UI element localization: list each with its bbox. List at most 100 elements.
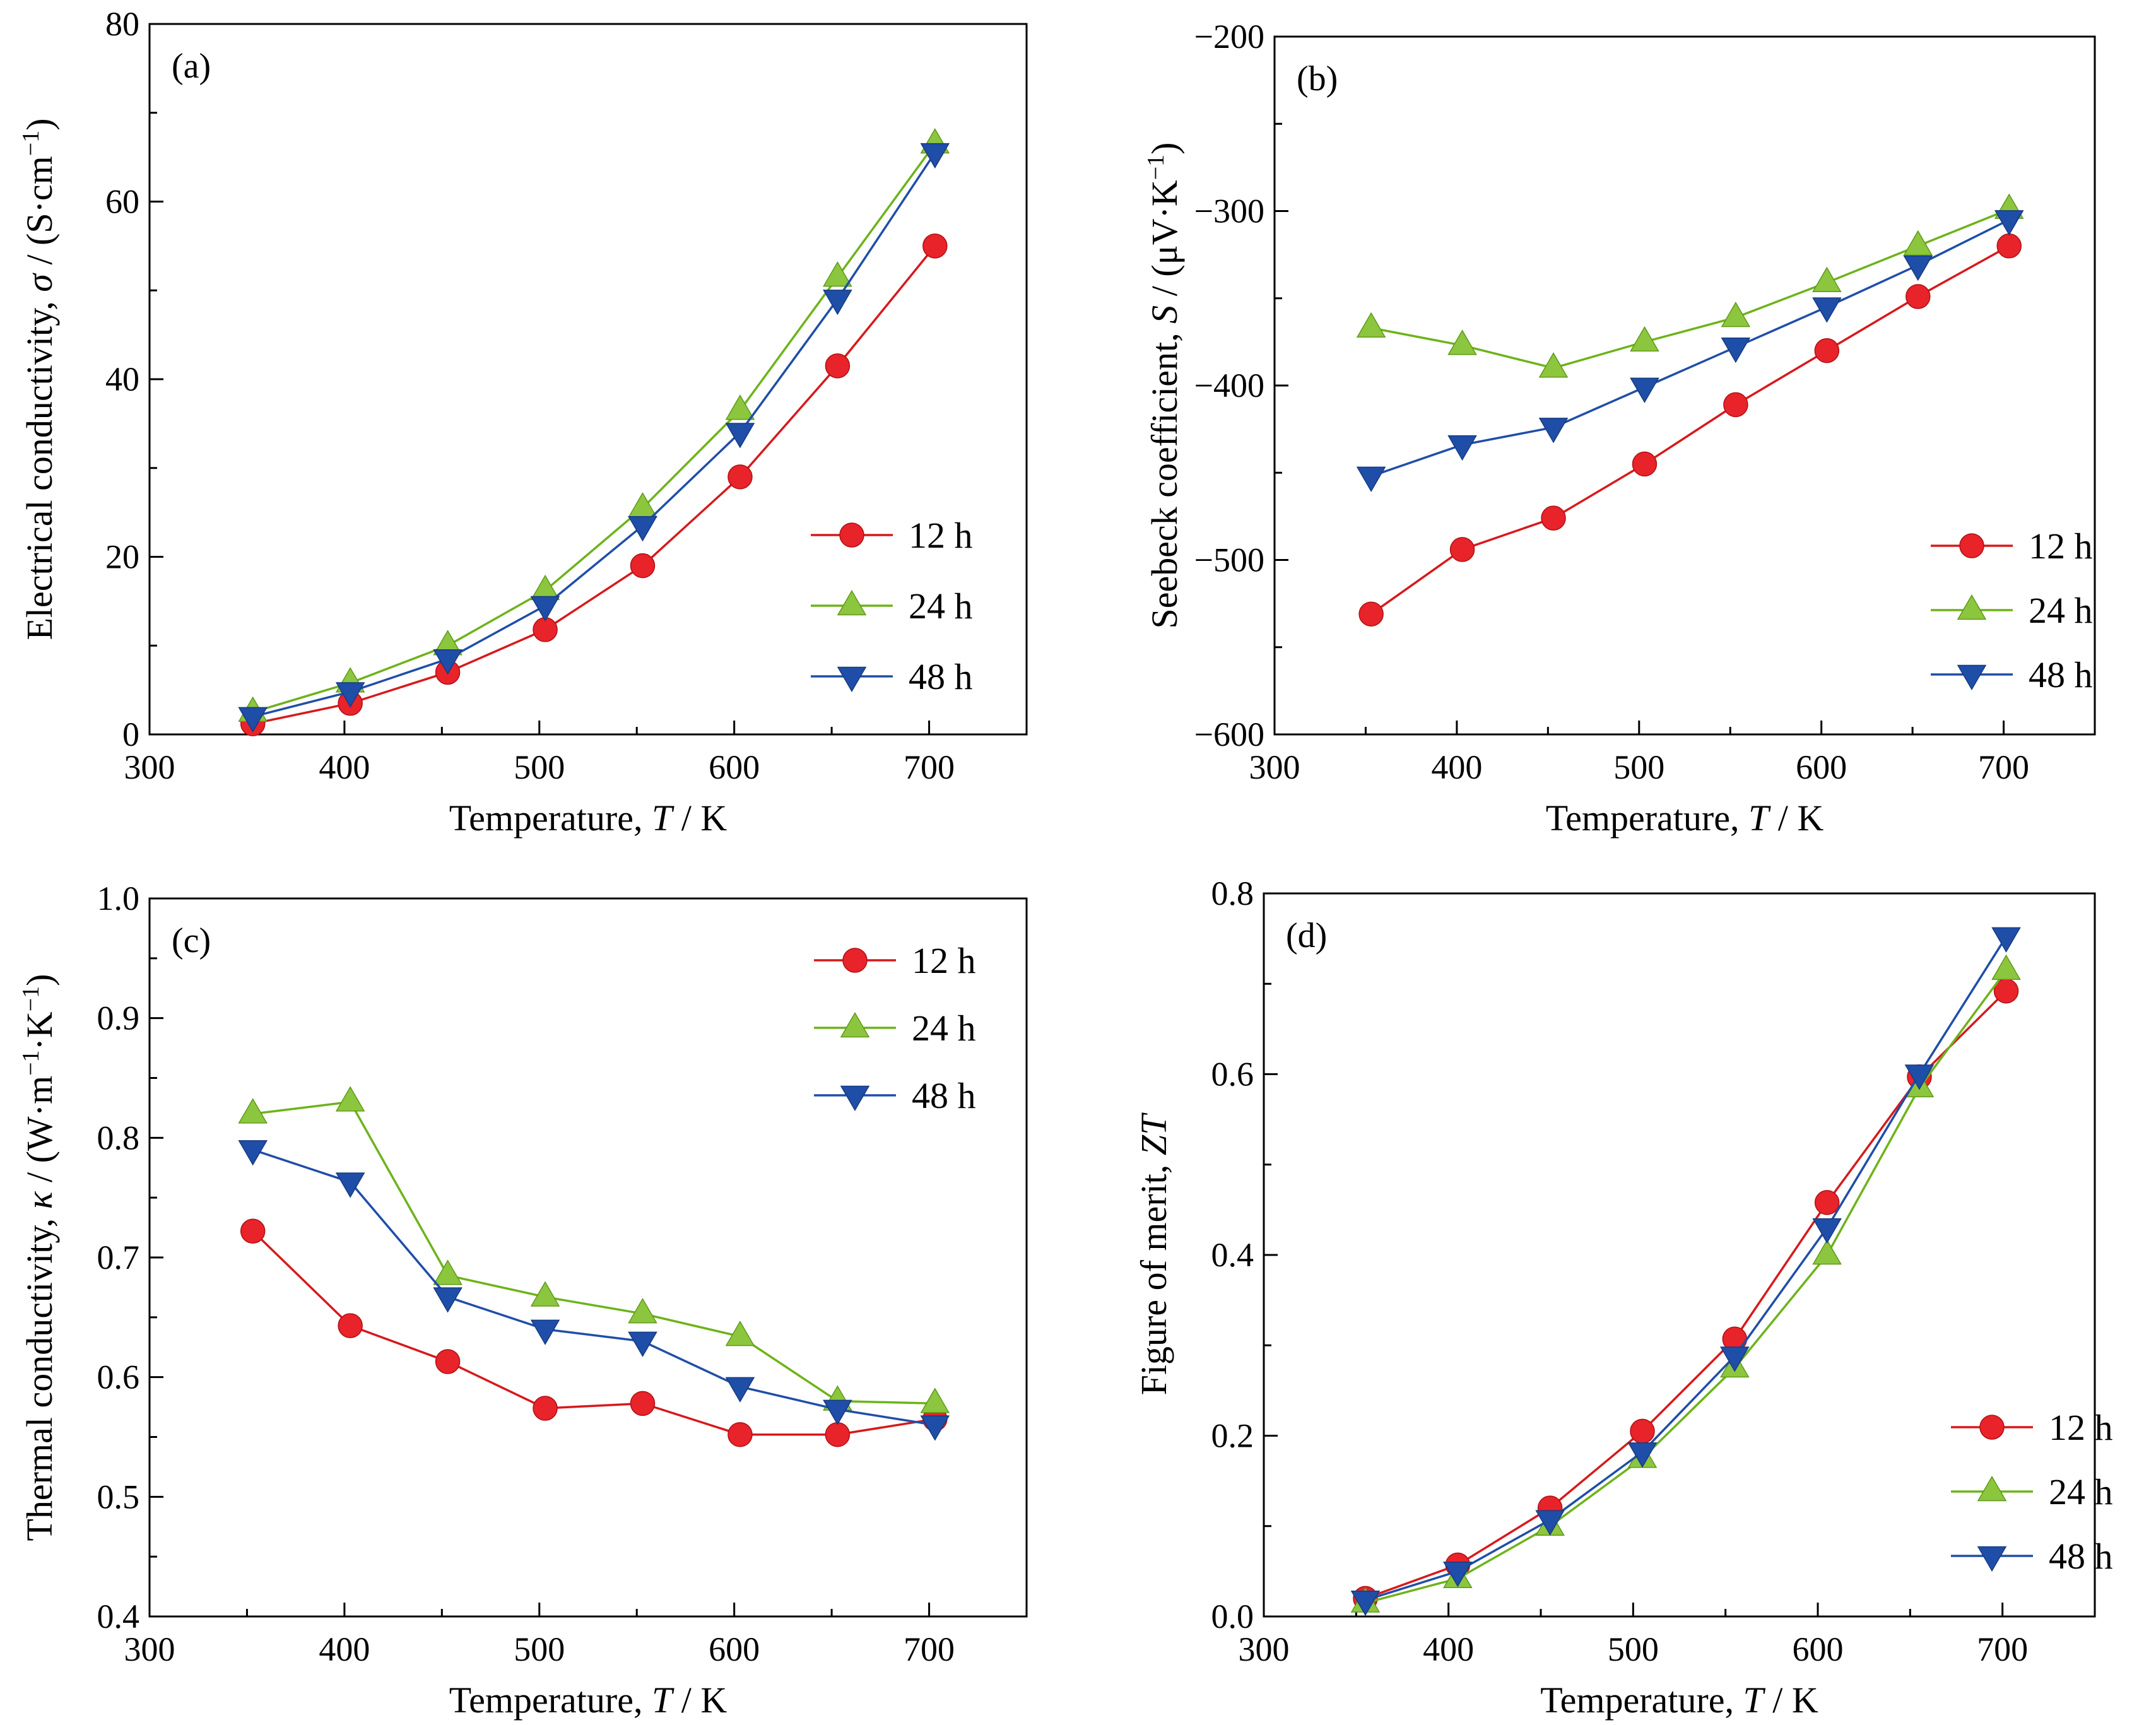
- data-point: [1630, 377, 1659, 403]
- y-tick-label: 0.8: [97, 1119, 140, 1157]
- legend-label: 48 h: [2049, 1536, 2113, 1577]
- legend-marker: [1957, 594, 1987, 620]
- legend-marker: [840, 1085, 870, 1112]
- data-point: [1719, 1346, 1750, 1372]
- x-tick-label: 500: [514, 1630, 565, 1668]
- data-point: [240, 1218, 266, 1244]
- x-tick-label: 300: [1249, 748, 1300, 786]
- y-tick-label: 0.4: [97, 1598, 140, 1635]
- data-point: [825, 1422, 851, 1447]
- legend-label: 12 h: [909, 515, 973, 556]
- series-48h: [1350, 927, 2021, 1616]
- y-axis-label: Seebeck coefficient, S / (μV·K−1): [1143, 142, 1185, 628]
- legend-label: 24 h: [2049, 1471, 2113, 1512]
- y-tick-label: 20: [105, 538, 139, 576]
- data-point: [335, 1086, 365, 1112]
- data-point: [823, 261, 852, 287]
- x-tick-label: 700: [904, 1630, 955, 1668]
- data-point: [335, 1172, 365, 1198]
- x-axis-label: Temperature, T / K: [1540, 1680, 1818, 1721]
- data-point: [1356, 312, 1386, 338]
- y-axis-label: Thermal conductivity, κ / (W·m−1·K−1): [18, 974, 60, 1541]
- legend-marker: [1959, 533, 1984, 558]
- x-axis-label: Temperature, T / K: [449, 1680, 728, 1721]
- data-point: [1358, 601, 1384, 627]
- y-tick-label: 0.6: [97, 1358, 140, 1396]
- x-tick-label: 500: [1608, 1630, 1659, 1668]
- x-tick-label: 700: [1977, 1630, 2028, 1668]
- data-point: [725, 1321, 755, 1346]
- legend-marker: [837, 666, 867, 693]
- y-tick-label: −500: [1194, 541, 1264, 579]
- data-point: [922, 233, 948, 259]
- data-point: [338, 1313, 363, 1338]
- data-point: [1814, 1190, 1840, 1215]
- y-tick-label: −400: [1194, 367, 1264, 404]
- series-line: [252, 1148, 936, 1427]
- legend: 12 h 24 h 48 h: [811, 515, 973, 697]
- legend-marker: [840, 1011, 870, 1038]
- data-point: [1903, 230, 1933, 256]
- panel-label: (a): [172, 47, 211, 86]
- data-point: [433, 1259, 462, 1285]
- data-point: [920, 1415, 950, 1441]
- data-point: [530, 1319, 560, 1345]
- x-tick-label: 600: [1793, 1630, 1844, 1668]
- legend: 12 h 24 h 48 h: [814, 940, 976, 1116]
- series-line: [252, 152, 936, 718]
- legend: 12 h 24 h 48 h: [1951, 1407, 2113, 1577]
- data-point: [1903, 256, 1933, 281]
- series-24h: [1356, 193, 2024, 378]
- data-point: [725, 1377, 755, 1403]
- data-point: [1812, 1218, 1842, 1244]
- data-point: [920, 1387, 950, 1413]
- series-12h: [1358, 233, 2022, 627]
- data-point: [1632, 451, 1658, 477]
- series-48h: [238, 143, 950, 733]
- x-tick-label: 400: [1423, 1630, 1474, 1668]
- series-48h: [238, 1140, 950, 1441]
- data-point: [1449, 537, 1475, 562]
- series-line: [1370, 245, 2010, 615]
- legend-label: 48 h: [2029, 654, 2093, 695]
- data-point: [1350, 1591, 1381, 1616]
- data-point: [433, 649, 462, 675]
- data-point: [823, 1399, 852, 1425]
- y-tick-label: 0.7: [97, 1239, 140, 1276]
- data-point: [1541, 505, 1566, 531]
- y-tick-label: 60: [105, 183, 139, 221]
- data-point: [1723, 392, 1748, 418]
- legend-label: 24 h: [2029, 590, 2093, 631]
- data-point: [823, 290, 852, 315]
- data-point: [1538, 418, 1569, 444]
- series-12h: [240, 233, 948, 736]
- legend-marker: [1977, 1546, 2007, 1572]
- y-tick-label: 0.4: [1211, 1236, 1254, 1274]
- x-tick-label: 300: [124, 748, 175, 786]
- data-point: [1812, 297, 1842, 323]
- y-axis-label: Electrical conductivity, σ / (S·cm−1): [18, 118, 60, 640]
- data-point: [335, 682, 365, 708]
- y-tick-label: −300: [1194, 192, 1264, 230]
- y-tick-label: 0.5: [97, 1478, 140, 1516]
- data-point: [1447, 329, 1477, 355]
- data-point: [1996, 233, 2022, 259]
- y-tick-label: 0.8: [1211, 874, 1254, 912]
- legend: 12 h 24 h 48 h: [1931, 526, 2093, 695]
- panel-2: 300 400 500 600 700 −600 −500 −400 −300 −200 Tempe…: [1143, 18, 2096, 839]
- legend-label: 12 h: [2029, 526, 2093, 567]
- series-line: [1370, 218, 2010, 478]
- series-line: [1365, 969, 2007, 1604]
- data-point: [628, 1331, 657, 1357]
- x-tick-label: 700: [904, 748, 955, 786]
- panel-label: (b): [1297, 59, 1338, 98]
- panel-3: 300 400 500 600 700 0.4 0.5 0.6 0.7 0.8 0.9 1.0 Temp…: [18, 880, 1028, 1721]
- data-point: [1538, 352, 1569, 378]
- y-tick-label: 0: [122, 715, 139, 753]
- x-tick-label: 300: [1239, 1630, 1290, 1668]
- panel-4: 300 400 500 600 700 0.0 0.2 0.4 0.6 0.8 Temperatur…: [1133, 874, 2113, 1721]
- data-point: [1904, 1064, 1935, 1090]
- data-point: [1721, 302, 1751, 327]
